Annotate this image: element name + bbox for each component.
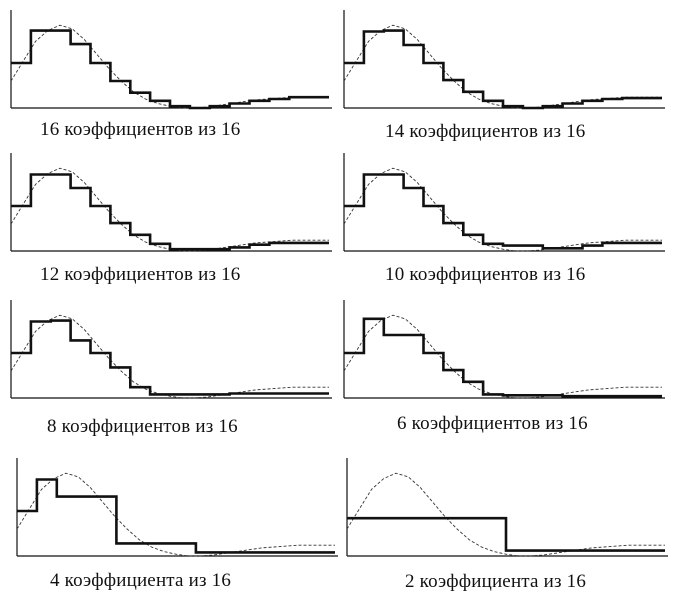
panel-12 — [10, 153, 332, 252]
caption-12-of-16: 12 коэффициентов из 16 — [40, 264, 241, 285]
panel-14 — [343, 10, 665, 110]
caption-8-of-16: 8 коэффициентов из 16 — [47, 416, 238, 437]
step-approximation-line — [347, 516, 665, 552]
step-approximation-line — [11, 29, 329, 110]
caption-4-of-16: 4 коэффициента из 16 — [50, 570, 232, 591]
step-approximation-line — [11, 173, 329, 251]
step-approximation-line — [17, 478, 335, 554]
panel-10 — [343, 153, 665, 252]
step-approximation-line — [344, 317, 662, 398]
original-curve-line — [343, 24, 662, 109]
caption-10-of-16: 10 коэффициентов из 16 — [385, 264, 586, 285]
original-curve-line — [10, 24, 329, 109]
step-approximation-line — [344, 29, 662, 110]
panel-4 — [16, 458, 338, 557]
original-curve-line — [16, 472, 335, 557]
original-curve-line — [10, 167, 329, 252]
panel-2 — [346, 458, 668, 557]
original-curve-line — [343, 167, 662, 252]
panel-6 — [343, 300, 665, 399]
caption-16-of-16: 16 коэффициентов из 16 — [40, 119, 241, 140]
caption-6-of-16: 6 коэффициентов из 16 — [397, 413, 588, 434]
panel-16 — [10, 10, 332, 110]
original-curve-line — [343, 314, 662, 399]
original-curve-line — [346, 472, 665, 557]
panel-8 — [10, 300, 332, 399]
step-approximation-line — [344, 173, 662, 250]
caption-14-of-16: 14 коэффициентов из 16 — [385, 121, 586, 142]
caption-2-of-16: 2 коэффициента из 16 — [405, 571, 587, 592]
original-curve-line — [10, 314, 329, 399]
step-approximation-line — [11, 319, 329, 396]
